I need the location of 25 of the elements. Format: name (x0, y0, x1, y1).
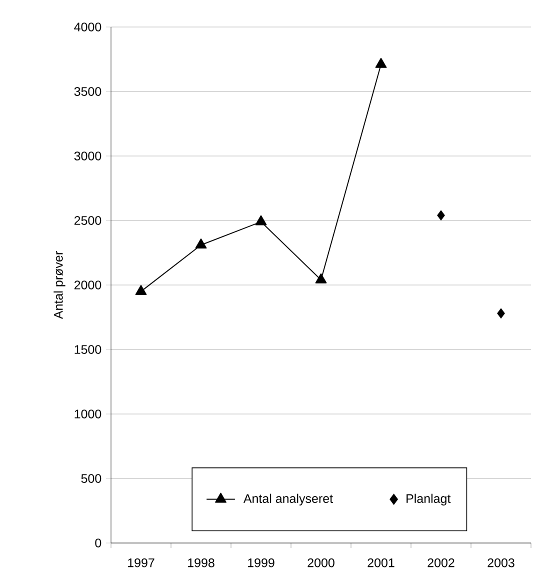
x-tick-label: 1998 (188, 558, 214, 568)
y-tick-label: 3000 (74, 152, 102, 160)
y-tick-label: 1000 (74, 410, 102, 418)
point (135, 284, 147, 295)
y-tick-label: 2500 (74, 216, 102, 225)
point (195, 238, 207, 249)
y-tick-label: 500 (81, 474, 102, 483)
x-tick-label: 1999 (248, 558, 274, 568)
y-tick-label: 2000 (74, 280, 102, 290)
y-tick-label: 3500 (74, 87, 102, 96)
point (497, 308, 505, 319)
x-tick-label: 2001 (368, 558, 394, 568)
x-tick-label: 2003 (488, 558, 514, 568)
point (255, 215, 267, 226)
x-tick-label: 2002 (428, 558, 454, 568)
point (375, 58, 387, 68)
point (315, 273, 327, 284)
x-tick-label: 2000 (308, 558, 334, 568)
y-axis-title: Antal prøver (54, 251, 66, 320)
y-tick-label: 0 (95, 538, 102, 548)
legend-label: Antal analyseret (243, 494, 333, 506)
legend-label: Planlagt (406, 494, 451, 506)
x-tick-label: 1997 (128, 558, 154, 568)
y-tick-label: 1500 (74, 345, 102, 354)
y-tick-label: 4000 (74, 22, 102, 32)
